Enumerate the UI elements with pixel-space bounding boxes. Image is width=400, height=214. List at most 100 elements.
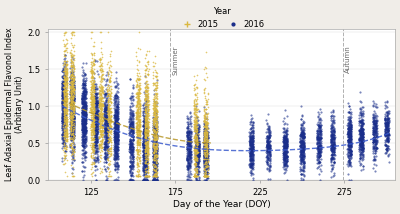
Point bbox=[152, 117, 158, 121]
Point bbox=[111, 123, 118, 126]
Point bbox=[81, 106, 88, 109]
Point bbox=[103, 103, 110, 107]
Point bbox=[63, 73, 70, 76]
Point bbox=[81, 142, 87, 145]
Point bbox=[106, 77, 112, 80]
Point bbox=[70, 119, 76, 122]
Point bbox=[280, 158, 287, 161]
Point bbox=[82, 80, 88, 83]
Point bbox=[284, 132, 290, 136]
Point bbox=[371, 119, 378, 122]
Point bbox=[196, 154, 202, 158]
Point bbox=[203, 124, 209, 127]
Point bbox=[59, 118, 66, 122]
Point bbox=[281, 156, 287, 159]
Point bbox=[71, 129, 77, 133]
Point bbox=[142, 149, 148, 153]
Point bbox=[93, 115, 99, 118]
Point bbox=[298, 129, 305, 132]
Point bbox=[152, 124, 158, 127]
Point bbox=[140, 142, 146, 145]
Point bbox=[250, 152, 257, 155]
Point bbox=[69, 130, 75, 134]
Point bbox=[127, 150, 133, 153]
Point bbox=[136, 115, 142, 118]
Point bbox=[59, 101, 65, 105]
Point bbox=[69, 111, 76, 114]
Point bbox=[141, 178, 148, 182]
Point bbox=[266, 159, 272, 162]
Point bbox=[68, 76, 75, 79]
Point bbox=[80, 88, 87, 91]
Point bbox=[186, 138, 192, 141]
Point bbox=[250, 134, 256, 137]
Point bbox=[68, 83, 75, 86]
Point bbox=[186, 178, 192, 182]
Point bbox=[202, 152, 208, 155]
Point bbox=[385, 121, 391, 125]
Point bbox=[92, 120, 98, 123]
Point bbox=[90, 76, 96, 79]
Point bbox=[373, 142, 380, 146]
Point bbox=[297, 158, 304, 161]
Point bbox=[190, 145, 197, 148]
Point bbox=[140, 141, 146, 144]
Point bbox=[128, 141, 134, 145]
Point bbox=[136, 157, 142, 160]
Point bbox=[192, 133, 198, 136]
Point bbox=[150, 124, 156, 127]
Point bbox=[71, 107, 77, 110]
Point bbox=[202, 114, 208, 117]
Point bbox=[202, 154, 208, 158]
Point bbox=[94, 103, 101, 107]
Point bbox=[153, 160, 160, 163]
Point bbox=[264, 155, 270, 159]
Point bbox=[100, 133, 106, 137]
Point bbox=[188, 129, 194, 132]
Point bbox=[153, 133, 159, 137]
Point bbox=[128, 134, 135, 137]
Point bbox=[196, 166, 202, 169]
Point bbox=[371, 121, 377, 124]
Point bbox=[316, 136, 323, 139]
Point bbox=[204, 162, 210, 165]
Point bbox=[68, 126, 74, 130]
Point bbox=[62, 116, 68, 119]
Point bbox=[153, 108, 159, 112]
Point bbox=[248, 149, 254, 153]
Point bbox=[80, 112, 86, 116]
Point bbox=[61, 105, 68, 108]
Point bbox=[192, 130, 198, 133]
Point bbox=[249, 143, 255, 146]
Point bbox=[135, 98, 141, 101]
Point bbox=[143, 121, 149, 124]
Point bbox=[81, 91, 88, 94]
Point bbox=[190, 175, 197, 178]
Point bbox=[383, 137, 390, 140]
Point bbox=[63, 147, 69, 151]
Point bbox=[190, 152, 197, 155]
Point bbox=[88, 95, 94, 98]
Point bbox=[384, 127, 390, 131]
Point bbox=[62, 122, 69, 126]
Point bbox=[370, 145, 376, 148]
Point bbox=[92, 95, 99, 98]
Point bbox=[70, 148, 76, 151]
Point bbox=[89, 84, 95, 88]
Point bbox=[315, 145, 322, 148]
Point bbox=[300, 158, 306, 161]
Point bbox=[82, 129, 88, 133]
Point bbox=[113, 93, 119, 97]
Point bbox=[153, 169, 160, 173]
Point bbox=[246, 148, 253, 151]
Point bbox=[282, 138, 288, 142]
Point bbox=[88, 147, 95, 150]
Point bbox=[193, 143, 200, 146]
Point bbox=[63, 147, 70, 150]
Point bbox=[106, 107, 112, 111]
Point bbox=[141, 158, 148, 161]
Point bbox=[127, 105, 134, 108]
Point bbox=[82, 106, 89, 109]
Point bbox=[283, 152, 289, 155]
Point bbox=[187, 137, 194, 141]
